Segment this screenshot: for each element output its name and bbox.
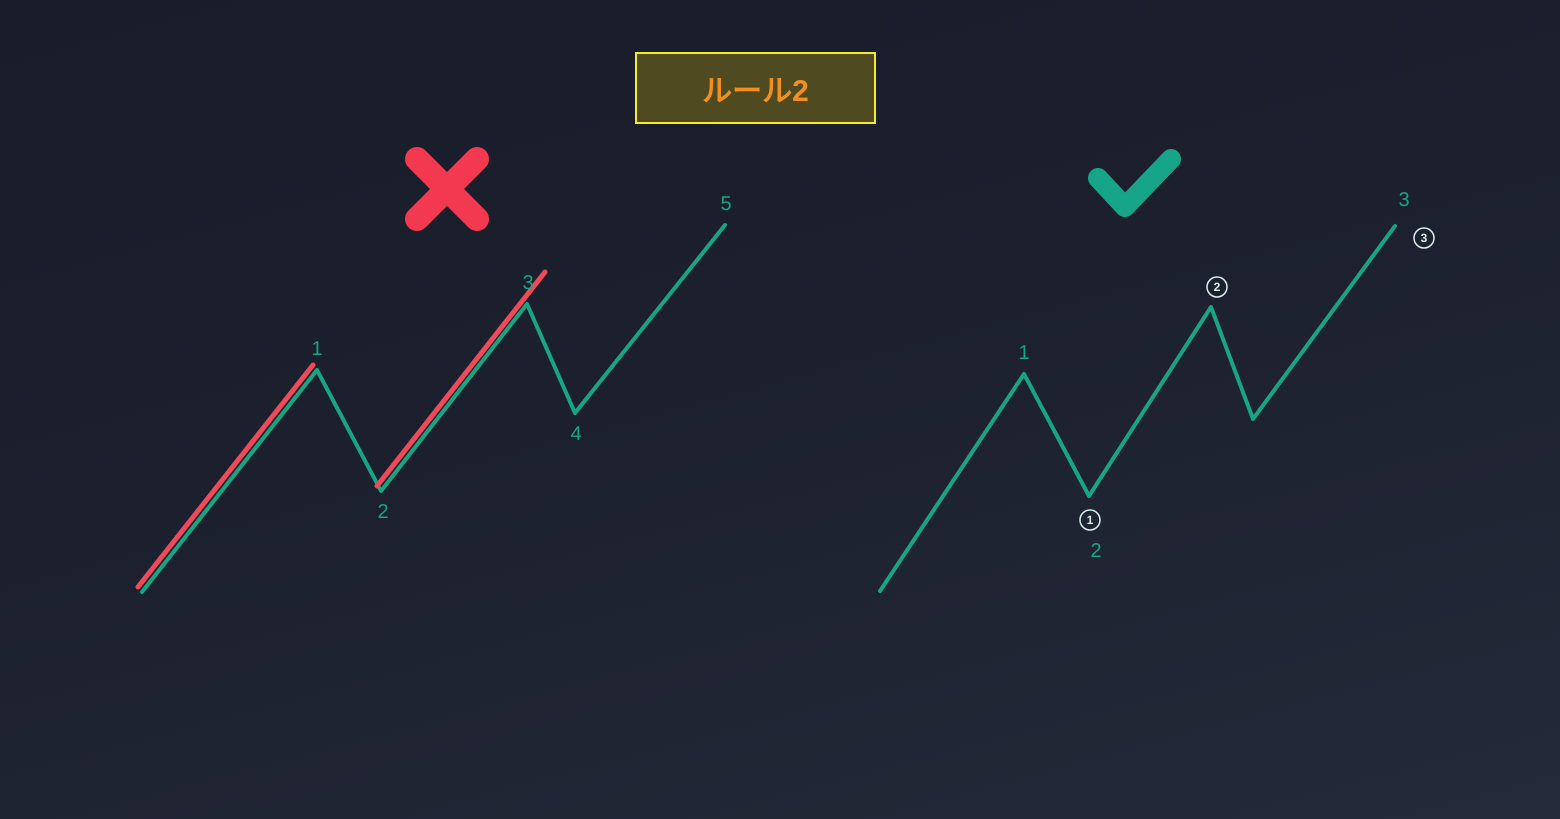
svg-text:4: 4 [570, 423, 581, 445]
svg-text:3: 3 [1398, 189, 1409, 211]
svg-text:3: 3 [522, 272, 533, 294]
svg-text:1: 1 [1018, 342, 1029, 364]
svg-text:1: 1 [311, 338, 322, 360]
svg-text:3: 3 [1421, 231, 1428, 245]
svg-text:2: 2 [377, 501, 388, 523]
svg-text:2: 2 [1090, 540, 1101, 562]
svg-text:2: 2 [1214, 280, 1221, 294]
svg-text:1: 1 [1087, 513, 1094, 527]
svg-text:5: 5 [720, 193, 731, 215]
